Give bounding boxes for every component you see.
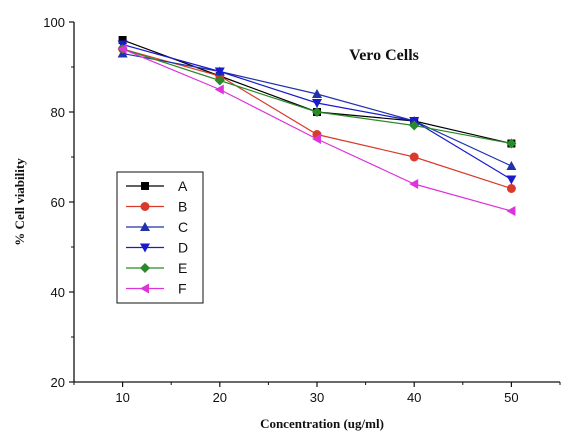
legend-label: B <box>178 199 187 215</box>
legend-label: C <box>178 219 188 235</box>
y-tick-label: 40 <box>51 285 65 300</box>
data-point-d <box>506 176 516 185</box>
legend-label: D <box>178 240 188 256</box>
y-tick-label: 60 <box>51 195 65 210</box>
chart-title: Vero Cells <box>349 47 419 64</box>
data-point-f <box>409 179 418 189</box>
y-tick-label: 100 <box>43 15 65 30</box>
data-point-b <box>410 153 419 162</box>
data-point-f <box>506 206 515 216</box>
series-line-b <box>123 49 512 189</box>
legend-label: A <box>178 178 188 194</box>
x-axis-label: Concentration (ug/ml) <box>260 416 384 431</box>
data-point-f <box>215 85 224 95</box>
x-tick-label: 10 <box>115 390 129 405</box>
legend-label: F <box>178 281 187 297</box>
x-ticks: 10 20 30 40 50 <box>74 382 560 405</box>
y-tick-label: 80 <box>51 105 65 120</box>
y-tick-label: 20 <box>51 375 65 390</box>
legend-box <box>117 172 203 303</box>
data-point-c <box>506 161 516 170</box>
x-tick-label: 20 <box>213 390 227 405</box>
legend-label: E <box>178 260 187 276</box>
legend-marker-a <box>141 182 149 190</box>
y-ticks: 20 40 60 80 100 <box>43 15 74 390</box>
x-tick-label: 40 <box>407 390 421 405</box>
data-point-b <box>507 184 516 193</box>
x-tick-label: 30 <box>310 390 324 405</box>
y-axis-label: % Cell viability <box>12 158 27 246</box>
x-tick-label: 50 <box>504 390 518 405</box>
legend-marker-b <box>141 202 150 211</box>
